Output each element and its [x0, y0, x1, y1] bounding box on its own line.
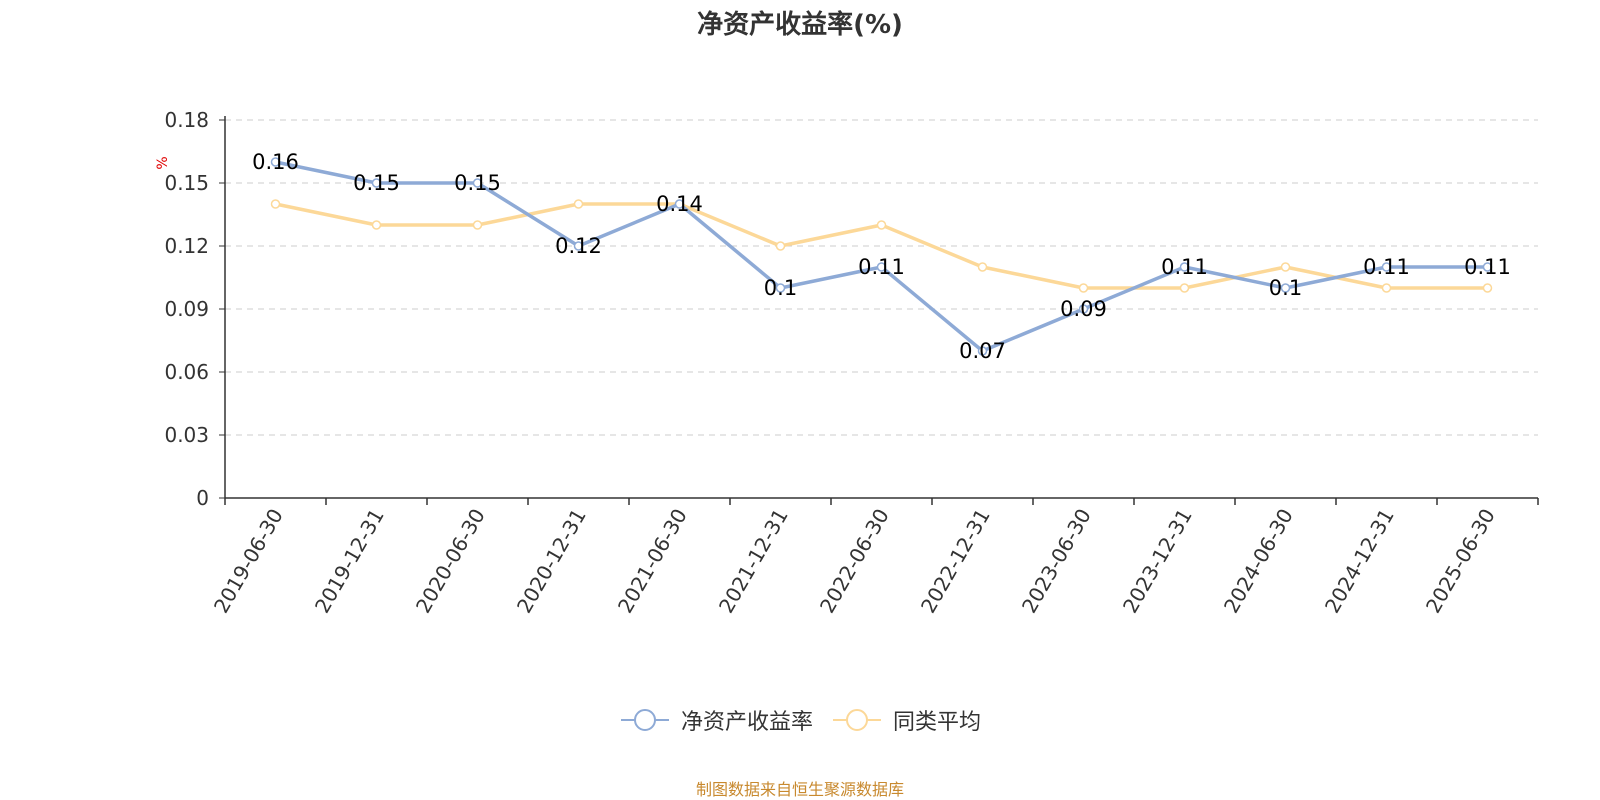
y-tick-label: 0.18: [164, 108, 209, 132]
data-point: [270, 199, 281, 209]
x-tick-label: 2023-06-30: [1017, 505, 1096, 618]
y-tick-label: 0.12: [164, 234, 209, 258]
data-label: 0.16: [252, 150, 299, 174]
data-label: 0.11: [1363, 255, 1410, 279]
data-point: [674, 199, 685, 209]
data-label: 0.15: [454, 171, 501, 195]
x-tick-label: 2020-12-31: [512, 505, 591, 618]
series-lines: [270, 157, 1493, 356]
data-point: [876, 220, 887, 230]
data-point: [977, 262, 988, 272]
x-tick-label: 2022-12-31: [916, 505, 995, 618]
y-tick-label: 0.15: [164, 171, 209, 195]
x-tick-label: 2019-06-30: [209, 505, 288, 618]
y-axis-unit-label: %: [155, 156, 171, 169]
legend-label: 净资产收益率: [680, 710, 813, 735]
x-tick-label: 2024-06-30: [1219, 505, 1298, 618]
grid-lines: [225, 119, 1538, 436]
data-point: [371, 178, 382, 188]
legend-symbol: [620, 709, 669, 731]
data-label: 0.11: [1161, 255, 1208, 279]
data-point: [1179, 262, 1190, 272]
data-point: [775, 241, 786, 251]
data-point: [1280, 283, 1291, 293]
data-point: [775, 283, 786, 293]
x-tick-label: 2025-06-30: [1421, 505, 1500, 618]
y-tick-label: 0.06: [164, 360, 209, 384]
data-point: [371, 220, 382, 230]
data-point: [1381, 262, 1392, 272]
y-tick-label: 0: [196, 486, 209, 510]
data-label: 0.11: [1464, 255, 1511, 279]
data-label: 0.09: [1060, 297, 1107, 321]
data-point: [1179, 283, 1190, 293]
data-point: [270, 157, 281, 167]
x-tick-label: 2019-12-31: [310, 505, 389, 618]
data-label: 0.07: [959, 339, 1006, 363]
y-tick-label: 0.09: [164, 297, 209, 321]
legend-item[interactable]: 净资产收益率: [619, 704, 813, 736]
x-tick-label: 2022-06-30: [815, 505, 894, 618]
legend-symbol: [833, 709, 881, 731]
data-labels: 0.16 0.15 0.15 0.12 0.14 0.1 0.11 0.07 0.09 0.11 0…: [252, 150, 1511, 363]
data-label: 0.12: [555, 234, 602, 258]
x-tick-label: 2023-12-31: [1118, 505, 1197, 618]
x-tick-label: 2021-12-31: [714, 505, 793, 618]
data-point: [472, 220, 483, 230]
data-point: [1280, 262, 1291, 272]
data-label: 0.11: [858, 255, 905, 279]
chart-title: 净资产收益率(%): [697, 10, 903, 40]
data-point: [1482, 262, 1493, 272]
x-tick-label: 2020-06-30: [411, 505, 490, 618]
data-point: [876, 262, 887, 272]
data-label: 0.1: [1269, 276, 1302, 300]
data-point: [573, 199, 584, 209]
data-source-note: 制图数据来自恒生聚源数据库: [695, 780, 904, 799]
data-point: [977, 346, 988, 356]
x-tick-label: 2024-12-31: [1320, 505, 1399, 618]
x-tick-label: 2021-06-30: [613, 505, 692, 618]
y-tick-label: 0.03: [164, 423, 209, 447]
legend-item[interactable]: 同类平均: [831, 704, 981, 736]
data-point: [472, 178, 483, 188]
data-label: 0.1: [764, 276, 797, 300]
data-label: 0.14: [656, 192, 703, 216]
data-point: [1078, 283, 1089, 293]
data-point: [1078, 304, 1089, 314]
data-point: [1381, 283, 1392, 293]
data-point: [1482, 283, 1493, 293]
legend-label: 同类平均: [893, 710, 982, 735]
data-point: [573, 241, 584, 251]
legend: 净资产收益率 同类平均: [0, 704, 1600, 736]
data-label: 0.15: [353, 171, 400, 195]
